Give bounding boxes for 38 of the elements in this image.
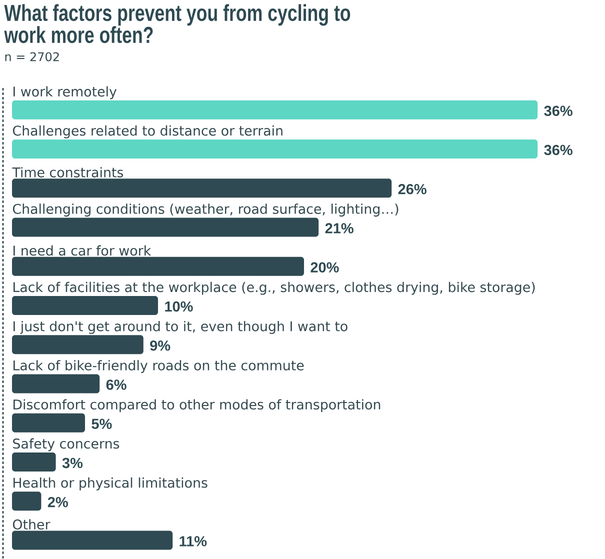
data-label: 9% bbox=[150, 340, 170, 351]
y-tick-label: I work remotely bbox=[14, 86, 117, 100]
y-tick-label: I just don't get around to it, even though I want to bbox=[14, 320, 348, 334]
y-tick-label: Health or physical limitations bbox=[14, 477, 208, 490]
data-label: 2% bbox=[48, 496, 68, 508]
data-label: 21% bbox=[325, 223, 354, 234]
bar bbox=[12, 492, 42, 511]
y-tick-label: Discomfort compared to other modes of transportation bbox=[14, 399, 380, 412]
y-tick-label: Challenging conditions (weather, road surface, lighting…) bbox=[12, 204, 398, 217]
bar bbox=[12, 413, 86, 432]
y-tick-label: Other bbox=[12, 519, 50, 530]
chart-subtitle: n = 2702 bbox=[5, 52, 59, 62]
bar bbox=[12, 178, 392, 198]
bar bbox=[12, 218, 319, 237]
bar bbox=[12, 530, 173, 550]
bar bbox=[12, 374, 100, 394]
data-label: 5% bbox=[92, 418, 112, 429]
bar bbox=[12, 296, 158, 315]
data-label: 6% bbox=[106, 380, 126, 390]
data-label: 36% bbox=[544, 144, 572, 156]
bar bbox=[12, 335, 144, 354]
data-label: 3% bbox=[62, 458, 83, 468]
y-tick-label: Lack of facilities at the workplace (e.g., showers, clothes drying, bike storage) bbox=[14, 282, 535, 295]
y-tick-label: Lack of bike-friendly roads on the commute bbox=[14, 360, 304, 374]
y-tick-label: Safety concerns bbox=[13, 438, 120, 452]
data-label: 26% bbox=[398, 184, 426, 194]
y-tick-label: Time constraints bbox=[12, 167, 124, 178]
bar bbox=[12, 140, 538, 159]
y-tick-label: Challenges related to distance or terrain bbox=[12, 125, 282, 138]
y-tick-label: I need a car for work bbox=[14, 245, 152, 256]
data-label: 36% bbox=[544, 106, 572, 116]
bar bbox=[12, 452, 56, 472]
data-label: 11% bbox=[180, 536, 207, 546]
data-label: 10% bbox=[165, 301, 193, 312]
chart-title: What factors prevent you from cycling to work more often? bbox=[4, 4, 350, 44]
bar bbox=[12, 100, 538, 120]
bar bbox=[12, 256, 304, 276]
data-label: 20% bbox=[310, 262, 339, 273]
